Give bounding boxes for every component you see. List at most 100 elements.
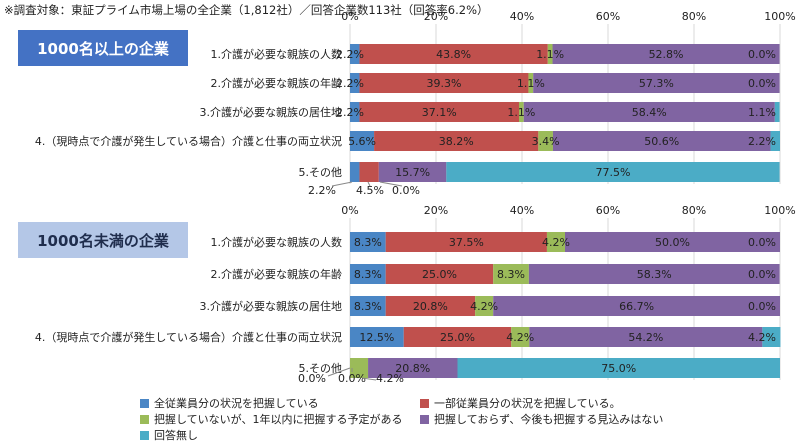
data-label: 1.1% [536, 48, 564, 61]
bar-segment [762, 327, 781, 347]
data-label: 57.3% [639, 77, 674, 90]
legend-swatch [420, 398, 429, 408]
bar-segment [552, 44, 780, 64]
bar-segment [350, 131, 375, 151]
bar-segment [546, 232, 565, 252]
category-label: 5.その他 [299, 166, 343, 179]
data-label: 4.2% [506, 331, 534, 344]
legend-item-some-employees: 一部従業員分の状況を把握している。 [420, 395, 621, 411]
data-label: 2.2% [336, 48, 364, 61]
category-label: 3.介護が必要な親族の居住地 [200, 299, 343, 313]
data-label: 20.8% [413, 300, 448, 313]
data-label: 4.2% [376, 372, 404, 385]
data-label: 1.1% [507, 106, 535, 119]
data-label: 5.6% [348, 135, 376, 148]
survey-note: ※調査対象：東証プライム市場上場の全企業（1,812社）／回答企業数113社（回… [4, 3, 489, 17]
bar-segment [368, 358, 458, 378]
bar-segment [518, 102, 524, 122]
data-label: 43.8% [436, 48, 471, 61]
x-tick-label: 20% [424, 204, 448, 217]
legend-label: 一部従業員分の状況を把握している。 [434, 397, 621, 410]
data-label: 50.0% [655, 236, 690, 249]
data-label: 8.3% [354, 268, 382, 281]
x-tick-label: 0% [341, 204, 358, 217]
data-label: 2.2% [336, 77, 364, 90]
leader-line [327, 367, 351, 377]
data-label: 37.1% [422, 106, 457, 119]
data-label: 0.0% [748, 300, 776, 313]
x-tick-label: 60% [596, 10, 620, 23]
bar-segment [350, 296, 386, 316]
bar-segment [533, 73, 780, 93]
data-label: 0.0% [748, 48, 776, 61]
bar-segment [385, 264, 494, 284]
category-label: 4.（現時点で介護が発生している場合）介護と仕事の両立状況 [35, 134, 342, 148]
data-label: 12.5% [359, 331, 394, 344]
data-label: 1.1% [748, 106, 776, 119]
bar-segment [538, 131, 553, 151]
bar-segment [385, 296, 476, 316]
data-label: 37.5% [449, 236, 484, 249]
data-label: 1.1% [517, 77, 545, 90]
bar-segment [359, 162, 379, 182]
data-label: 0.0% [338, 372, 366, 385]
data-label: 77.5% [595, 166, 630, 179]
bar-segment [770, 131, 780, 151]
bar-segment [350, 264, 386, 284]
bar-segment [511, 327, 530, 347]
category-label: 2.介護が必要な親族の年齢 [211, 267, 343, 281]
bar-segment [493, 296, 780, 316]
legend-swatch [140, 414, 149, 424]
data-label: 2.2% [308, 184, 336, 197]
data-label: 20.8% [395, 362, 430, 375]
legend-item-no-plan: 把握しておらず、今後も把握する見込みはない [420, 411, 663, 427]
x-tick-label: 80% [682, 10, 706, 23]
bar-segment [774, 102, 780, 122]
bar-segment [350, 358, 369, 378]
legend-item-all-employees: 全従業員分の状況を把握している [140, 395, 319, 411]
data-label: 0.0% [748, 236, 776, 249]
data-label: 0.0% [298, 372, 326, 385]
bar-segment [359, 73, 529, 93]
bar-segment [403, 327, 512, 347]
x-tick-label: 40% [510, 10, 534, 23]
x-tick-label: 100% [764, 204, 795, 217]
category-label: 4.（現時点で介護が発生している場合）介護と仕事の両立状況 [35, 330, 342, 344]
data-label: 8.3% [354, 236, 382, 249]
data-label: 3.4% [532, 135, 560, 148]
category-label: 2.介護が必要な親族の年齢 [211, 76, 343, 90]
data-label: 4.2% [470, 300, 498, 313]
category-label: 3.介護が必要な親族の居住地 [200, 105, 343, 119]
bar-segment [529, 327, 763, 347]
bar-segment [350, 102, 360, 122]
bar-segment [385, 232, 547, 252]
data-label: 0.0% [748, 77, 776, 90]
bar-segment [552, 131, 771, 151]
bar-segment [493, 264, 529, 284]
data-label: 50.6% [644, 135, 679, 148]
bar-segment [350, 73, 360, 93]
section-title-small: 1000名未満の企業 [18, 222, 188, 258]
data-label: 8.3% [354, 300, 382, 313]
data-label: 54.2% [628, 331, 663, 344]
category-label: 1.介護が必要な親族の人数 [211, 47, 343, 61]
section-title-large: 1000名以上の企業 [18, 30, 188, 66]
leader-line [361, 377, 377, 381]
x-tick-label: 60% [596, 204, 620, 217]
bar-segment [565, 232, 780, 252]
bar-segment [350, 44, 360, 64]
data-label: 2.2% [748, 135, 776, 148]
bar-segment [446, 162, 780, 182]
bar-segment [457, 358, 780, 378]
bar-segment [523, 102, 775, 122]
bar-segment [350, 327, 404, 347]
data-label: 25.0% [440, 331, 475, 344]
legend-swatch [140, 398, 149, 408]
data-label: 0.0% [392, 184, 420, 197]
legend-swatch [140, 430, 149, 440]
bar-segment [350, 162, 360, 182]
data-label: 8.3% [497, 268, 525, 281]
leader-line [331, 181, 353, 187]
x-tick-label: 100% [764, 10, 795, 23]
